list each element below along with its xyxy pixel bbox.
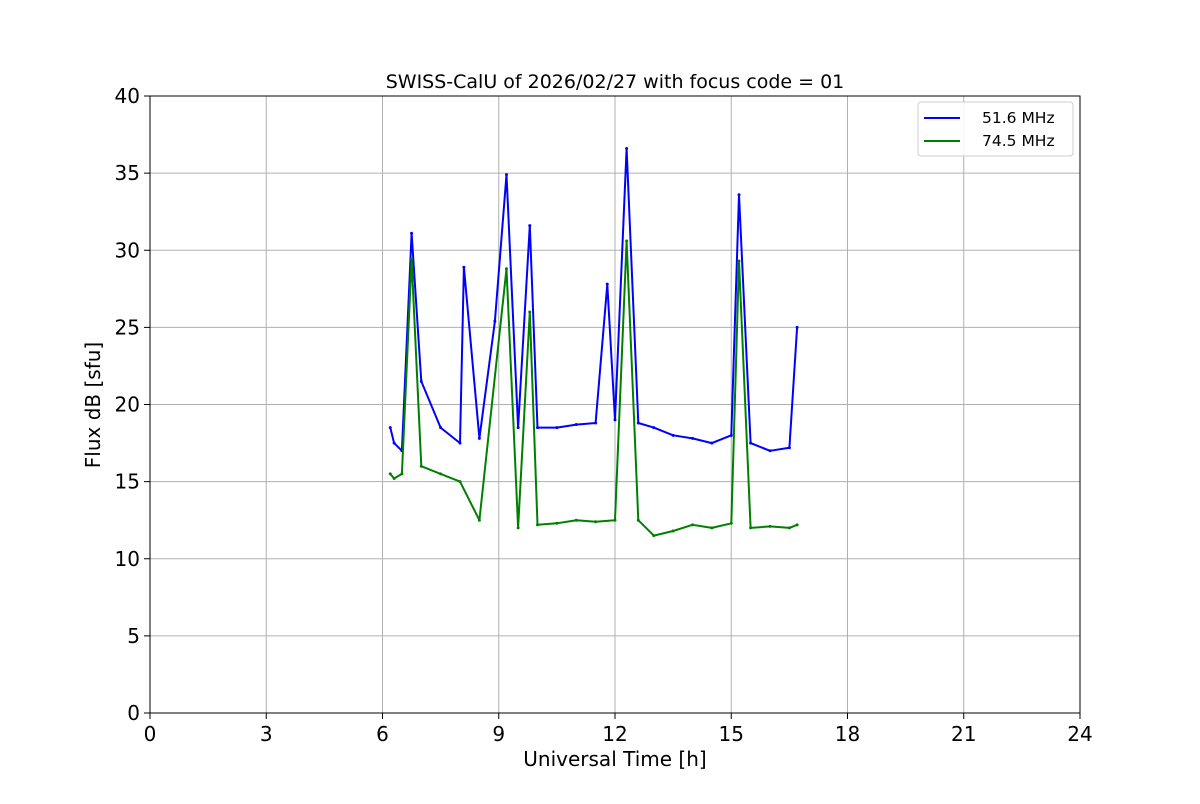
data-point xyxy=(768,524,772,528)
data-point xyxy=(392,477,396,481)
x-tick-label: 9 xyxy=(492,722,505,746)
x-tick-label: 15 xyxy=(719,722,744,746)
y-axis-label: Flux dB [sfu] xyxy=(81,342,105,468)
data-point xyxy=(555,521,559,525)
series-line-1 xyxy=(389,240,798,537)
data-point xyxy=(400,472,404,476)
data-point xyxy=(613,518,617,522)
data-point xyxy=(528,224,532,228)
data-point xyxy=(671,433,675,437)
x-tick-label: 6 xyxy=(376,722,389,746)
data-point xyxy=(787,526,791,530)
data-point xyxy=(768,449,772,453)
y-tick-label: 10 xyxy=(115,547,140,571)
plot-series xyxy=(388,146,799,538)
data-point xyxy=(574,423,578,427)
data-point xyxy=(710,441,714,445)
data-point xyxy=(528,310,532,314)
data-point xyxy=(671,529,675,533)
data-point xyxy=(516,426,520,430)
data-point xyxy=(516,526,520,530)
axis-ticks: 0 3 6 9 12 15 18 21 24 0 5 10 15 20 25 30 35 40 xyxy=(115,84,1093,746)
legend: 51.6 MHz 74.5 MHz xyxy=(917,101,1074,157)
y-tick-label: 30 xyxy=(115,238,140,262)
data-point xyxy=(652,534,656,538)
data-point xyxy=(477,436,481,440)
y-tick-label: 40 xyxy=(115,84,140,108)
x-tick-label: 21 xyxy=(951,722,976,746)
data-point xyxy=(737,193,741,197)
data-point xyxy=(439,472,443,476)
data-point xyxy=(594,520,598,524)
data-point xyxy=(710,526,714,530)
data-point xyxy=(505,173,508,177)
y-tick-label: 0 xyxy=(127,701,140,725)
data-point xyxy=(594,421,598,425)
y-tick-label: 15 xyxy=(115,470,140,494)
data-point xyxy=(555,426,559,430)
data-point xyxy=(419,379,423,383)
data-point xyxy=(737,259,741,263)
data-point xyxy=(392,441,396,445)
data-point xyxy=(795,325,799,329)
y-tick-label: 35 xyxy=(115,161,140,185)
x-tick-label: 18 xyxy=(835,722,860,746)
y-tick-label: 25 xyxy=(115,315,140,339)
data-point xyxy=(536,426,539,430)
x-tick-label: 24 xyxy=(1067,722,1092,746)
legend-label-74-5: 74.5 MHz xyxy=(982,132,1055,150)
data-point xyxy=(462,265,466,269)
data-point xyxy=(749,441,753,445)
x-tick-label: 3 xyxy=(260,722,273,746)
x-tick-label: 12 xyxy=(602,722,627,746)
x-tick-label: 0 xyxy=(144,722,157,746)
data-point xyxy=(636,518,640,522)
chart-title: SWISS-CalU of 2026/02/27 with focus code… xyxy=(386,71,845,93)
data-point xyxy=(613,418,617,422)
data-point xyxy=(477,518,481,522)
data-point xyxy=(536,523,539,527)
data-point xyxy=(493,319,497,323)
data-point xyxy=(574,518,578,522)
data-point xyxy=(636,421,640,425)
data-point xyxy=(458,480,462,484)
data-point xyxy=(729,433,733,437)
data-point xyxy=(388,426,392,430)
data-point xyxy=(749,526,753,530)
data-point xyxy=(787,446,791,450)
data-point xyxy=(419,464,423,468)
data-point xyxy=(505,267,508,271)
data-point xyxy=(625,146,629,150)
data-point xyxy=(691,436,694,440)
legend-box xyxy=(917,101,1074,157)
legend-label-51-6: 51.6 MHz xyxy=(982,109,1055,127)
data-point xyxy=(652,426,656,430)
data-point xyxy=(795,523,799,527)
data-point xyxy=(410,258,414,262)
data-point xyxy=(388,472,392,476)
data-point xyxy=(625,239,629,243)
data-point xyxy=(410,231,414,235)
y-tick-label: 5 xyxy=(127,624,140,648)
data-point xyxy=(458,441,462,445)
y-tick-label: 20 xyxy=(115,393,140,417)
data-point xyxy=(729,521,733,525)
data-point xyxy=(605,282,609,286)
data-point xyxy=(439,426,443,430)
data-point xyxy=(691,523,694,527)
x-axis-label: Universal Time [h] xyxy=(523,747,706,771)
